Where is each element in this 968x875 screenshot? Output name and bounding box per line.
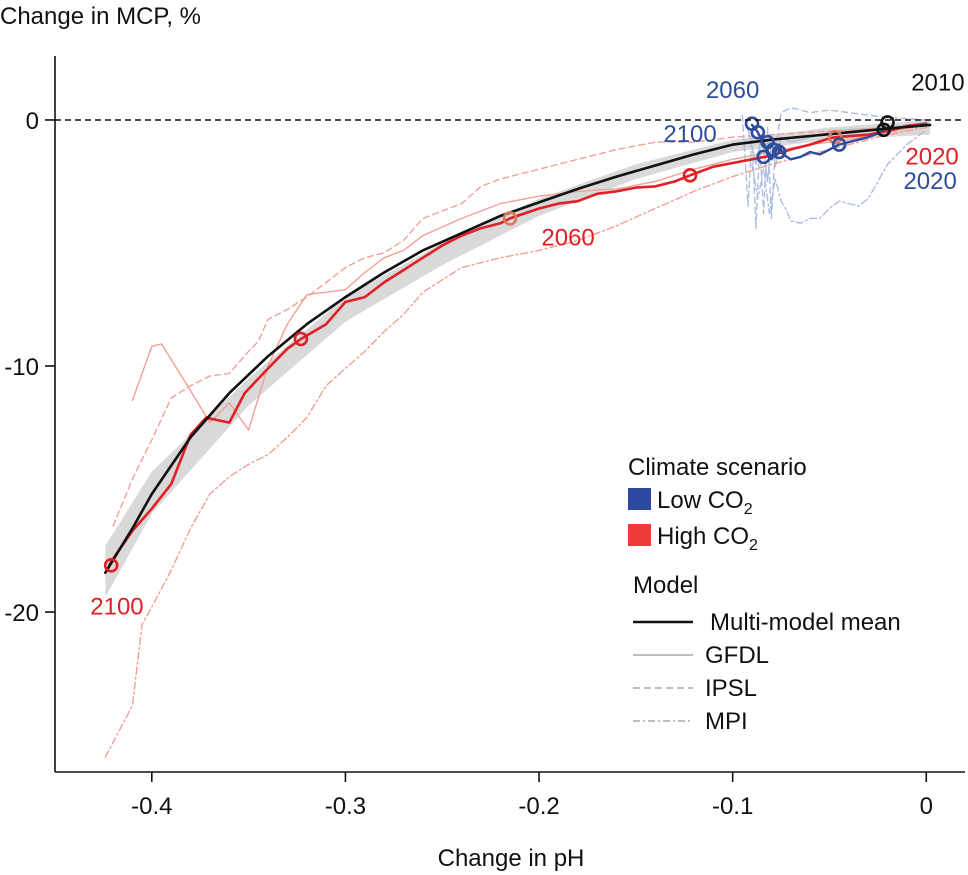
legend-scenario-label-0: Low CO2 — [657, 487, 753, 518]
legend-model-label-3: MPI — [705, 708, 748, 735]
series-line-high-co2-mpi-4 — [104, 126, 927, 758]
year-marker-high-2100-4 — [103, 558, 119, 573]
legend-scenario-label-1: High CO2 — [657, 523, 758, 554]
series-line-low-co2-ipsl-7 — [741, 106, 927, 229]
legend-scenario-label-main-0: Low CO — [657, 487, 744, 514]
legend-swatch-0 — [628, 488, 651, 510]
year-label-2020-4: 2020 — [903, 168, 956, 195]
year-label-2100-6: 2100 — [90, 594, 143, 621]
year-marker-low-2040-6 — [756, 149, 771, 165]
series-line-low-co2-mpi-8 — [751, 129, 927, 225]
year-marker-high-2080-3 — [293, 331, 309, 347]
x-tick-label-2: -0.2 — [518, 793, 559, 820]
year-marker-high-2040-1 — [682, 168, 698, 183]
legend-scenario-label-sub-0: 2 — [744, 501, 753, 518]
x-tick-label-4: 0 — [920, 793, 933, 820]
x-tick-label-1: -0.3 — [325, 793, 366, 820]
series-line-multi-model-mean-0 — [104, 123, 932, 575]
year-label-2020-3: 2020 — [905, 143, 958, 170]
legend-model-label-1: GFDL — [705, 642, 769, 669]
plot-clipped-group — [104, 106, 932, 758]
year-label-2060-5: 2060 — [541, 224, 594, 251]
y-tick-label-0: 0 — [26, 108, 39, 135]
year-marker-low-2060-8 — [750, 124, 766, 140]
year-marker-low-2020-5 — [831, 137, 847, 152]
year-marker-low-2100-11 — [771, 144, 787, 160]
year-label-2010-2: 2010 — [911, 69, 964, 96]
y-tick-label-1: -10 — [4, 354, 39, 381]
year-label-2060-0: 2060 — [706, 77, 759, 104]
x-axis-title: Change in pH — [438, 845, 585, 872]
legend-model-label-0: Multi-model mean — [710, 609, 901, 636]
year-marker-all-2010-13 — [880, 115, 895, 130]
y-axis-title: Change in MCP, % — [0, 3, 201, 30]
plot-area — [103, 106, 932, 758]
axes: -0.4 -0.3 -0.2 -0.1 0 0 -10 -20 — [4, 56, 965, 820]
year-label-2100-1: 2100 — [663, 121, 716, 148]
legend-scenario-title: Climate scenario — [628, 454, 807, 481]
legend-scenario-label-main-1: High CO — [657, 523, 749, 550]
x-tick-label-0: -0.4 — [131, 793, 172, 820]
series-line-high-co2-model-mean-1 — [107, 122, 928, 567]
y-tick-label-2: -20 — [4, 600, 39, 627]
legend-swatch-1 — [628, 524, 651, 546]
year-marker-high-2060-2 — [502, 211, 518, 226]
x-tick-label-3: -0.1 — [712, 793, 753, 820]
legend-scenario-label-sub-1: 2 — [749, 537, 758, 554]
legend-model-title: Model — [633, 572, 698, 599]
year-marker-all-2010-12 — [876, 122, 891, 138]
legend-model-label-2: IPSL — [705, 675, 757, 702]
mean-uncertainty-band — [105, 120, 931, 598]
year-marker-high-2020-0 — [827, 129, 843, 145]
